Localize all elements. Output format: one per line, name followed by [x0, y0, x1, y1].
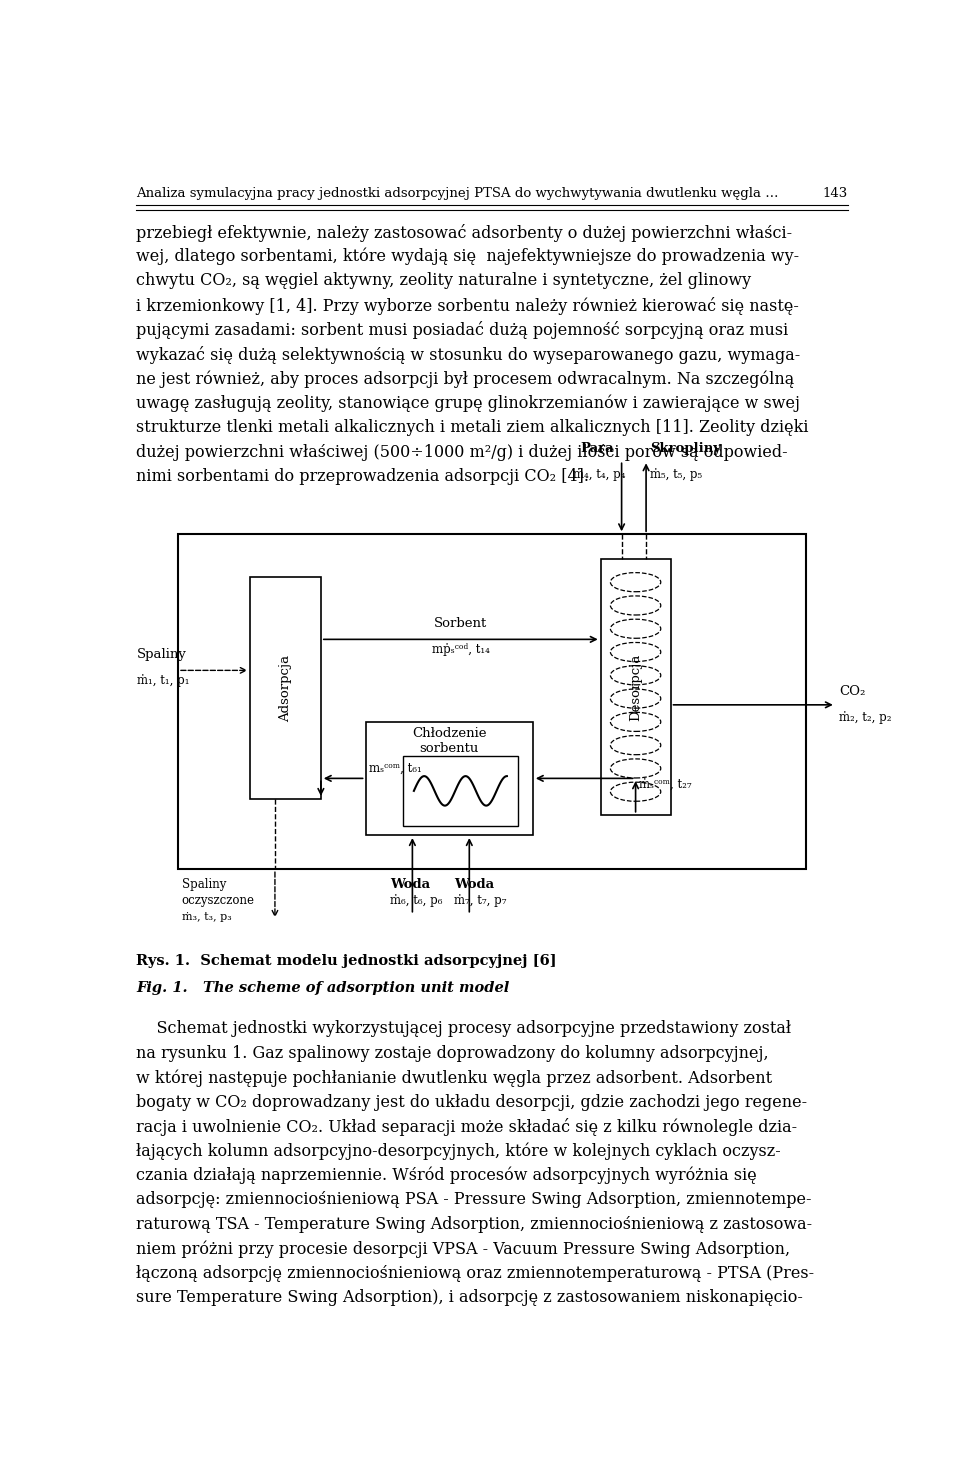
Text: łających kolumn adsorpcyjno-desorpcyjnych, które w kolejnych cyklach oczysz-: łających kolumn adsorpcyjno-desorpcyjnyc…: [136, 1143, 781, 1159]
Text: nimi sorbentami do przeprowadzenia adsorpcji CO₂ [4].: nimi sorbentami do przeprowadzenia adsor…: [136, 468, 589, 485]
Ellipse shape: [611, 665, 660, 684]
Text: adsorpcję: zmiennociośnieniową PSA - Pressure Swing Adsorption, zmiennotempe-: adsorpcję: zmiennociośnieniową PSA - Pre…: [136, 1192, 812, 1208]
Text: raturową TSA - Temperature Swing Adsorption, zmiennociośnieniową z zastosowa-: raturową TSA - Temperature Swing Adsorpt…: [136, 1215, 812, 1233]
Text: Spaliny: Spaliny: [137, 649, 187, 661]
Text: Chłodzenie: Chłodzenie: [412, 727, 487, 740]
Text: uwagę zasługują zeolity, stanowiące grupę glinokrzemianów i zawierające w swej: uwagę zasługują zeolity, stanowiące grup…: [136, 394, 801, 412]
Text: pującymi zasadami: sorbent musi posiadać dużą pojemność sorpcyjną oraz musi: pującymi zasadami: sorbent musi posiadać…: [136, 322, 788, 339]
Ellipse shape: [611, 572, 660, 591]
Text: racja i uwolnienie CO₂. Układ separacji może składać się z kilku równolegle dzia: racja i uwolnienie CO₂. Układ separacji …: [136, 1118, 798, 1136]
Text: Woda: Woda: [390, 878, 430, 891]
Text: mṗₛᶜᵒᵈ, t₁₄: mṗₛᶜᵒᵈ, t₁₄: [432, 643, 490, 656]
Text: Fig. 1.   The scheme of adsorption unit model: Fig. 1. The scheme of adsorption unit mo…: [136, 981, 510, 996]
Text: ne jest również, aby proces adsorpcji był procesem odwracalnym. Na szczególną: ne jest również, aby proces adsorpcji by…: [136, 370, 795, 388]
Text: czania działają naprzemiennie. Wśród procesów adsorpcyjnych wyróżnia się: czania działają naprzemiennie. Wśród pro…: [136, 1167, 757, 1184]
Text: Skropliny: Skropliny: [650, 441, 721, 454]
Text: ṁ₃, t₃, p₃: ṁ₃, t₃, p₃: [181, 913, 231, 922]
Ellipse shape: [611, 712, 660, 732]
Text: 143: 143: [823, 187, 848, 199]
Text: ṁₛᶜᵒᵐ, t₂₇: ṁₛᶜᵒᵐ, t₂₇: [639, 777, 692, 791]
Text: łączoną adsorpcję zmiennociośnieniową oraz zmiennotemperaturową - PTSA (Pres-: łączoną adsorpcję zmiennociośnieniową or…: [136, 1264, 814, 1282]
Text: na rysunku 1. Gaz spalinowy zostaje doprowadzony do kolumny adsorpcyjnej,: na rysunku 1. Gaz spalinowy zostaje dopr…: [136, 1044, 769, 1062]
Ellipse shape: [611, 736, 660, 755]
Text: mₛᶜᵒᵐ, t₆₁: mₛᶜᵒᵐ, t₆₁: [370, 763, 422, 774]
Bar: [251, 577, 321, 799]
Text: i krzemionkowy [1, 4]. Przy wyborze sorbentu należy również kierować się nastę-: i krzemionkowy [1, 4]. Przy wyborze sorb…: [136, 296, 800, 314]
Text: przebiegł efektywnie, należy zastosować adsorbenty o dużej powierzchni właści-: przebiegł efektywnie, należy zastosować …: [136, 224, 793, 242]
Text: bogaty w CO₂ doprowadzany jest do układu desorpcji, gdzie zachodzi jego regene-: bogaty w CO₂ doprowadzany jest do układu…: [136, 1093, 807, 1111]
Text: wej, dlatego sorbentami, które wydają się  najefektywniejsze do prowadzenia wy-: wej, dlatego sorbentami, które wydają si…: [136, 248, 800, 266]
Text: ṁ₂, t₂, p₂: ṁ₂, t₂, p₂: [839, 711, 892, 724]
Text: sure Temperature Swing Adsorption), i adsorpcję z zastosowaniem niskonapięcio-: sure Temperature Swing Adsorption), i ad…: [136, 1289, 804, 1305]
Bar: [403, 755, 518, 826]
Text: oczyszczone: oczyszczone: [181, 894, 254, 907]
Text: sorbentu: sorbentu: [420, 742, 479, 755]
Text: niem próżni przy procesie desorpcji VPSA - Vacuum Pressure Swing Adsorption,: niem próżni przy procesie desorpcji VPSA…: [136, 1240, 790, 1258]
Text: wykazać się dużą selektywnością w stosunku do wyseparowanego gazu, wymaga-: wykazać się dużą selektywnością w stosun…: [136, 345, 801, 364]
Text: Desorpcja: Desorpcja: [629, 653, 642, 721]
Text: Sorbent: Sorbent: [434, 617, 488, 630]
Text: dużej powierzchni właściwej (500÷1000 m²/g) i dużej ilości porów są odpowied-: dużej powierzchni właściwej (500÷1000 m²…: [136, 444, 788, 460]
Text: Analiza symulacyjna pracy jednostki adsorpcyjnej PTSA do wychwytywania dwutlenku: Analiza symulacyjna pracy jednostki adso…: [136, 187, 779, 199]
Text: Para: Para: [581, 441, 614, 454]
Ellipse shape: [611, 620, 660, 639]
Text: Rys. 1.  Schemat modelu jednostki adsorpcyjnej [6]: Rys. 1. Schemat modelu jednostki adsorpc…: [136, 954, 557, 969]
Ellipse shape: [611, 689, 660, 708]
Text: ṁ₆, t₆, p₆: ṁ₆, t₆, p₆: [390, 894, 443, 907]
Text: ṁ₇, t₇, p₇: ṁ₇, t₇, p₇: [454, 894, 507, 907]
Text: Schemat jednostki wykorzystującej procesy adsorpcyjne przedstawiony został: Schemat jednostki wykorzystującej proces…: [136, 1021, 791, 1037]
Ellipse shape: [611, 760, 660, 777]
Text: CO₂: CO₂: [839, 684, 866, 698]
Ellipse shape: [611, 596, 660, 615]
Text: ṁ₅, t₅, p₅: ṁ₅, t₅, p₅: [650, 469, 702, 481]
Bar: [366, 721, 533, 835]
Ellipse shape: [611, 782, 660, 801]
Text: Adsorpcja: Adsorpcja: [279, 655, 292, 721]
Text: chwytu CO₂, są węgiel aktywny, zeolity naturalne i syntetyczne, żel glinowy: chwytu CO₂, są węgiel aktywny, zeolity n…: [136, 273, 752, 289]
Ellipse shape: [611, 643, 660, 662]
Bar: [601, 559, 670, 814]
Text: w której następuje pochłanianie dwutlenku węgla przez adsorbent. Adsorbent: w której następuje pochłanianie dwutlenk…: [136, 1069, 773, 1087]
Text: strukturze tlenki metali alkalicznych i metali ziem alkalicznych [11]. Zeolity d: strukturze tlenki metali alkalicznych i …: [136, 419, 809, 437]
Bar: [178, 534, 806, 869]
Text: Woda: Woda: [454, 878, 494, 891]
Text: ṁ₄, t₄, p₄: ṁ₄, t₄, p₄: [573, 469, 626, 481]
Text: Spaliny: Spaliny: [181, 878, 227, 891]
Text: ṁ₁, t₁, p₁: ṁ₁, t₁, p₁: [137, 674, 190, 687]
